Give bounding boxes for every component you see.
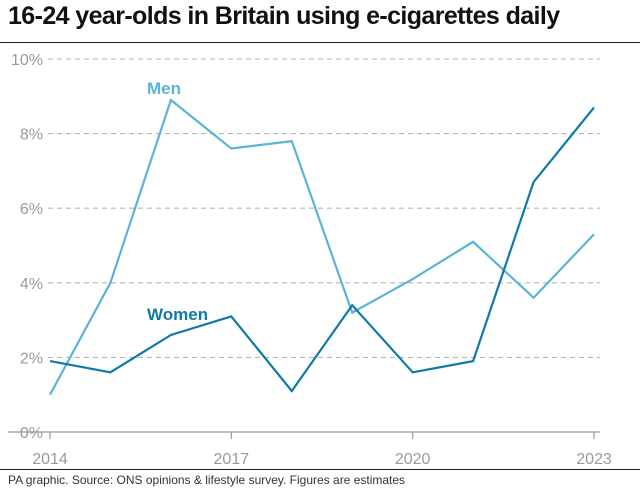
x-tick-label: 2017 <box>214 451 250 468</box>
series-lines <box>49 98 595 396</box>
series-label-women: Women <box>147 305 208 324</box>
y-tick-label: 0% <box>20 425 43 442</box>
x-axis-labels: 2014 2017 2020 2023 <box>32 451 612 468</box>
y-tick-label: 4% <box>20 276 43 293</box>
gridlines <box>8 58 600 433</box>
x-tick-label: 2014 <box>32 451 68 468</box>
y-tick-label: 8% <box>20 127 43 144</box>
footer-divider <box>0 469 640 470</box>
source-note: PA graphic. Source: ONS opinions & lifes… <box>8 473 406 487</box>
x-tick-label: 2020 <box>395 451 431 468</box>
x-axis-ticks <box>49 432 595 439</box>
y-tick-label: 10% <box>11 52 43 69</box>
y-axis-labels: 0% 2% 4% 6% 8% 10% <box>11 52 43 442</box>
title-divider <box>0 42 640 43</box>
y-tick-label: 6% <box>20 201 43 218</box>
y-tick-label: 2% <box>20 350 43 367</box>
x-tick-label: 2023 <box>576 451 612 468</box>
series-label-men: Men <box>147 79 181 98</box>
chart-title: 16-24 year-olds in Britain using e-cigar… <box>8 2 560 30</box>
series-line-women <box>49 106 595 393</box>
